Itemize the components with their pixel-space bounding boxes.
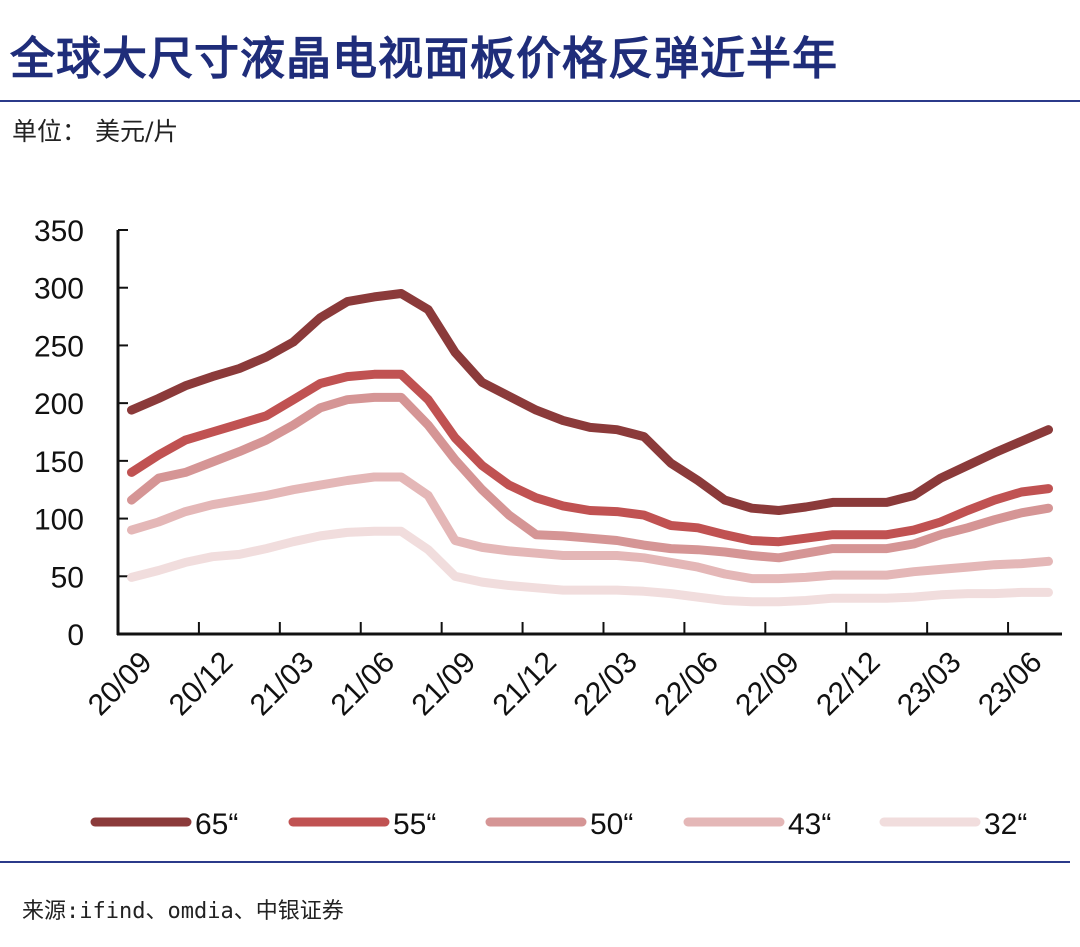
y-tick-label: 100 xyxy=(34,504,84,537)
x-tick-label: 22/12 xyxy=(810,646,886,722)
y-tick-label: 250 xyxy=(34,330,84,363)
series-line-55in xyxy=(127,369,1053,547)
legend-item: 55“ xyxy=(288,808,436,841)
x-tick-label: 21/06 xyxy=(325,646,401,722)
unit-label: 单位： 美元/片 xyxy=(12,117,179,146)
y-tick-label: 200 xyxy=(34,388,84,421)
legend-label: 65“ xyxy=(195,808,238,841)
x-tick-label: 23/03 xyxy=(891,646,967,722)
y-tick-label: 150 xyxy=(34,446,84,479)
series-line-65in xyxy=(127,289,1053,515)
legend-label: 55“ xyxy=(393,808,436,841)
series-line-43in xyxy=(127,472,1053,584)
x-tick-label: 21/12 xyxy=(487,646,563,722)
x-tick-label: 20/12 xyxy=(163,646,239,722)
x-tick-label: 21/09 xyxy=(406,646,482,722)
legend-label: 43“ xyxy=(788,808,831,841)
x-tick-label: 23/06 xyxy=(972,646,1048,722)
legend-item: 32“ xyxy=(879,808,1027,841)
x-tick-label: 22/03 xyxy=(567,646,643,722)
legend-item: 43“ xyxy=(683,808,831,841)
legend-label: 50“ xyxy=(590,808,633,841)
x-tick-label: 21/03 xyxy=(244,646,320,722)
y-tick-label: 0 xyxy=(67,619,84,652)
x-tick-label: 20/09 xyxy=(82,646,158,722)
source-divider xyxy=(0,861,1070,863)
x-tick-label: 22/06 xyxy=(648,646,724,722)
x-tick-label: 22/09 xyxy=(729,646,805,722)
series-line-32in xyxy=(127,526,1053,607)
series-line-50in xyxy=(127,392,1053,563)
legend-label: 32“ xyxy=(984,808,1027,841)
legend-item: 65“ xyxy=(90,808,238,841)
y-tick-label: 50 xyxy=(51,561,84,594)
y-tick-label: 300 xyxy=(34,273,84,306)
source-note: 来源:ifind、omdia、中银证券 xyxy=(22,899,344,924)
y-tick-label: 350 xyxy=(34,215,84,248)
chart-title: 全球大尺寸液晶电视面板价格反弹近半年 xyxy=(10,32,839,85)
title-divider xyxy=(0,100,1080,102)
legend-item: 50“ xyxy=(485,808,633,841)
